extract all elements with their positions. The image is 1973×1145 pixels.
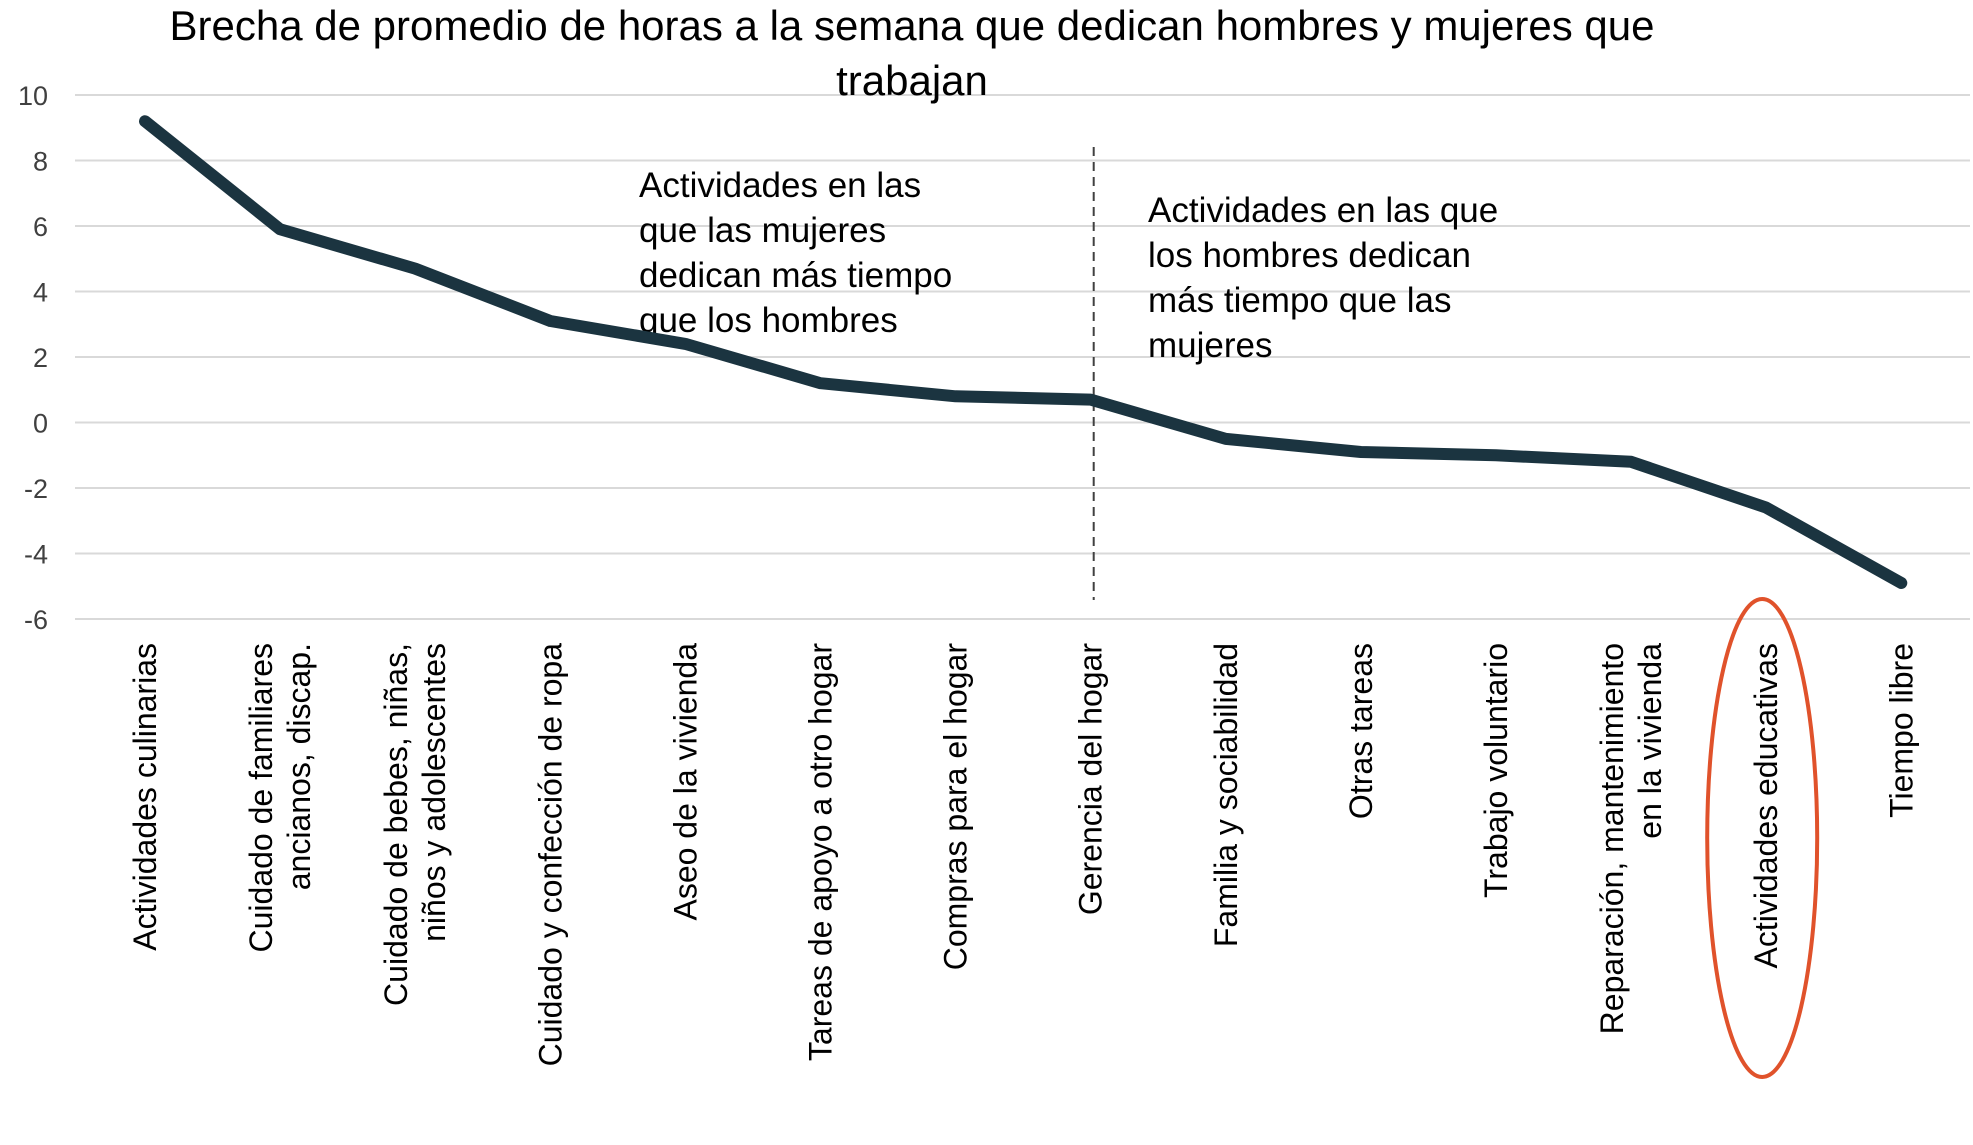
data-point <box>819 382 822 385</box>
svg-text:Cuidado de familiares: Cuidado de familiares <box>243 643 279 953</box>
annotations: Actividades en las que las mujeres dedican… <box>639 166 1498 365</box>
svg-text:Tiempo libre: Tiempo libre <box>1883 643 1919 818</box>
chart-title-line: Brecha de promedio de horas a la semana … <box>170 2 1655 49</box>
data-point <box>1359 450 1362 453</box>
svg-text:Aseo de la vivienda: Aseo de la vivienda <box>667 643 703 921</box>
x-tick-label: Actividades culinarias <box>127 643 163 951</box>
x-tick-label: Cuidado de bebes, niñas, niños y adolesce… <box>378 643 452 1006</box>
x-tick-label: Otras tareas <box>1343 643 1379 819</box>
data-point <box>1089 398 1092 401</box>
svg-text:Reparación, mantenimiento: Reparación, mantenimiento <box>1594 643 1630 1034</box>
x-tick-label: Compras para el hogar <box>938 643 974 971</box>
svg-text:ancianos, discap.: ancianos, discap. <box>281 643 317 890</box>
series-line <box>139 115 1908 589</box>
svg-text:Trabajo voluntario: Trabajo voluntario <box>1478 643 1514 898</box>
data-point <box>954 395 957 398</box>
x-tick-label: Tiempo libre <box>1883 643 1919 818</box>
x-tick-label: Trabajo voluntario <box>1478 643 1514 898</box>
x-tick-label: Tareas de apoyo a otro hogar <box>803 643 839 1061</box>
y-tick-label: 10 <box>18 81 48 111</box>
data-point <box>1495 454 1497 457</box>
svg-text:Familia y sociabilidad: Familia y sociabilidad <box>1208 643 1244 947</box>
svg-text:Actividades educativas: Actividades educativas <box>1748 643 1784 969</box>
y-axis-ticks: 10 8 6 4 2 0 -2 -4 -6 <box>18 81 48 635</box>
svg-text:Compras para el hogar: Compras para el hogar <box>938 643 974 971</box>
svg-text:niños y adolescentes: niños y adolescentes <box>416 643 452 942</box>
x-axis-categories: Actividades culinarias Cuidado de familia… <box>127 643 1919 1067</box>
y-tick-label: -6 <box>24 605 48 635</box>
svg-text:en la vivienda: en la vivienda <box>1632 643 1668 839</box>
x-tick-label: Cuidado y confección de ropa <box>532 643 568 1067</box>
x-tick-label: Actividades educativas <box>1748 643 1784 969</box>
data-point <box>1900 581 1903 584</box>
svg-text:Tareas de apoyo a otro hogar: Tareas de apoyo a otro hogar <box>803 643 839 1061</box>
x-tick-label: Cuidado de familiares ancianos, discap. <box>243 643 317 953</box>
data-point <box>1630 460 1633 463</box>
svg-text:Cuidado y confección de ropa: Cuidado y confección de ropa <box>532 643 568 1067</box>
series <box>139 115 1908 589</box>
y-tick-label: 6 <box>33 212 48 242</box>
annotation-text: Actividades en las que los hombres dedica… <box>1148 191 1498 365</box>
data-point <box>1224 437 1227 440</box>
annotation-text: Actividades en las que las mujeres dedican… <box>639 166 952 340</box>
svg-text:Cuidado de bebes, niñas,: Cuidado de bebes, niñas, <box>378 643 414 1006</box>
svg-text:Actividades culinarias: Actividades culinarias <box>127 643 163 951</box>
gridlines <box>75 94 1970 620</box>
highlight-ellipse <box>1705 597 1820 1079</box>
svg-text:Gerencia del hogar: Gerencia del hogar <box>1073 643 1109 916</box>
y-tick-label: -2 <box>24 474 48 504</box>
data-point <box>549 319 552 322</box>
y-tick-label: 2 <box>33 343 48 373</box>
svg-text:Otras tareas: Otras tareas <box>1343 643 1379 819</box>
y-tick-label: 4 <box>33 278 48 308</box>
x-tick-label: Gerencia del hogar <box>1073 643 1109 916</box>
x-tick-label: Reparación, mantenimiento en la vivienda <box>1594 643 1668 1035</box>
data-point <box>684 342 687 345</box>
data-point <box>279 228 282 231</box>
y-tick-label: 0 <box>33 409 48 439</box>
y-tick-label: 8 <box>33 147 48 177</box>
highlight <box>1705 597 1820 1079</box>
x-tick-label: Aseo de la vivienda <box>667 643 703 921</box>
data-point <box>414 267 417 270</box>
data-point <box>1765 506 1768 509</box>
chart-title-line: trabajan <box>836 57 988 104</box>
data-point <box>144 120 146 123</box>
y-tick-label: -4 <box>24 540 48 570</box>
x-tick-label: Familia y sociabilidad <box>1208 643 1244 947</box>
chart-title: Brecha de promedio de horas a la semana … <box>170 2 1655 104</box>
